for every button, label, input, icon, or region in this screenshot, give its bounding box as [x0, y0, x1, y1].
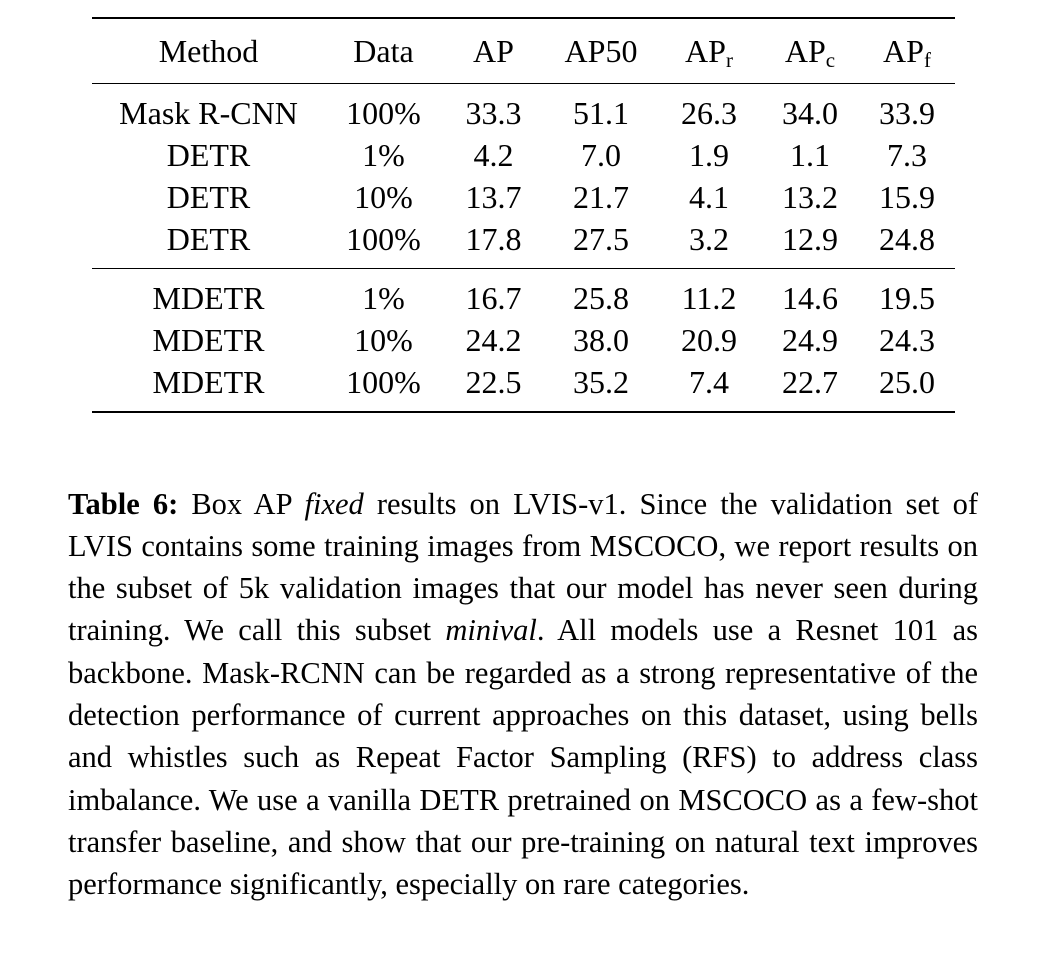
metric-cell: 26.3 — [681, 95, 737, 131]
metric-cell: 1.1 — [790, 137, 830, 173]
method-cell: MDETR — [152, 280, 265, 316]
metric-cell: 25.8 — [573, 280, 629, 316]
metric-cell: 25.0 — [879, 364, 935, 400]
metric-cell: 24.8 — [879, 221, 935, 257]
column-header: APf — [859, 18, 955, 84]
data-cell: 1% — [362, 280, 405, 316]
metric-cell: 27.5 — [573, 221, 629, 257]
metric-cell: 3.2 — [689, 221, 729, 257]
method-cell: MDETR — [152, 364, 265, 400]
metric-cell: 11.2 — [681, 280, 737, 316]
metric-cell: 4.2 — [473, 137, 514, 173]
caption-text-3: . All models use a Resnet 101 as backbon… — [68, 613, 979, 902]
column-header: Data — [325, 18, 442, 84]
method-cell: Mask R-CNN — [119, 95, 298, 131]
data-cell: 100% — [346, 364, 421, 400]
table-row: DETR 1% 4.2 7.0 1.9 1.1 7.3 — [92, 134, 955, 176]
caption-label: Table 6: — [68, 486, 179, 521]
table-group-mdetr: MDETR 1% 16.7 25.8 11.2 14.6 19.5 MDETR 10% 24.2 3… — [92, 268, 955, 412]
metric-cell: 7.3 — [887, 137, 927, 173]
metric-cell: 33.3 — [465, 95, 522, 131]
data-cell: 10% — [354, 322, 413, 358]
metric-cell: 33.9 — [879, 95, 935, 131]
column-header-text: Data — [353, 32, 414, 69]
column-header-subscript: f — [923, 47, 931, 72]
table-row: DETR 100% 17.8 27.5 3.2 12.9 24.8 — [92, 218, 955, 269]
metric-cell: 13.7 — [465, 179, 522, 215]
column-header: AP50 — [545, 18, 657, 84]
table-row: DETR 10% 13.7 21.7 4.1 13.2 15.9 — [92, 176, 955, 218]
column-header-text: AP50 — [564, 32, 638, 69]
column-header: AP — [442, 18, 545, 84]
caption-text-1: Box AP — [191, 486, 292, 521]
data-cell: 10% — [354, 179, 413, 215]
table-header-row: Method Data AP AP50 APr APc APf — [92, 18, 955, 84]
data-cell: 100% — [346, 221, 421, 257]
metric-cell: 20.9 — [681, 322, 737, 358]
metric-cell: 4.1 — [689, 179, 729, 215]
table-row: MDETR 100% 22.5 35.2 7.4 22.7 25.0 — [92, 361, 955, 412]
metric-cell: 16.7 — [465, 280, 522, 316]
metric-cell: 7.4 — [689, 364, 729, 400]
results-table-block: Method Data AP AP50 APr APc APf Mask R-CNN 100%… — [92, 17, 955, 413]
caption-text-2: results on LVIS-v1. Since the validation… — [68, 486, 979, 648]
column-header-subscript: r — [725, 47, 733, 72]
metric-cell: 12.9 — [782, 221, 838, 257]
method-cell: DETR — [166, 221, 251, 257]
column-header-text: AP — [883, 32, 924, 69]
data-cell: 1% — [362, 137, 405, 173]
results-table: Method Data AP AP50 APr APc APf Mask R-CNN 100%… — [92, 17, 955, 413]
column-header: APc — [761, 18, 859, 84]
metric-cell: 17.8 — [465, 221, 522, 257]
metric-cell: 14.6 — [782, 280, 838, 316]
metric-cell: 13.2 — [782, 179, 838, 215]
column-header-text: AP — [784, 32, 826, 69]
column-header: Method — [92, 18, 325, 84]
metric-cell: 35.2 — [573, 364, 629, 400]
metric-cell: 15.9 — [879, 179, 935, 215]
metric-cell: 38.0 — [573, 322, 629, 358]
metric-cell: 34.0 — [782, 95, 838, 131]
caption-emphasis-fixed: fixed — [304, 486, 364, 521]
metric-cell: 24.2 — [465, 322, 522, 358]
table-row: MDETR 1% 16.7 25.8 11.2 14.6 19.5 — [92, 269, 955, 320]
table-row: MDETR 10% 24.2 38.0 20.9 24.9 24.3 — [92, 319, 955, 361]
metric-cell: 19.5 — [879, 280, 935, 316]
caption-emphasis-minival: minival — [445, 613, 537, 648]
column-header: APr — [657, 18, 761, 84]
column-header-subscript: c — [825, 47, 836, 72]
metric-cell: 21.7 — [573, 179, 629, 215]
metric-cell: 51.1 — [573, 95, 629, 131]
column-header-text: AP — [685, 32, 726, 69]
metric-cell: 24.9 — [782, 322, 838, 358]
table-row: Mask R-CNN 100% 33.3 51.1 26.3 34.0 33.9 — [92, 84, 955, 135]
table-group-baselines: Mask R-CNN 100% 33.3 51.1 26.3 34.0 33.9 DETR 1%… — [92, 83, 955, 269]
column-header-text: AP — [473, 32, 514, 69]
metric-cell: 22.7 — [782, 364, 838, 400]
method-cell: MDETR — [152, 322, 265, 358]
method-cell: DETR — [166, 179, 251, 215]
metric-cell: 7.0 — [581, 137, 621, 173]
metric-cell: 22.5 — [465, 364, 522, 400]
data-cell: 100% — [346, 95, 421, 131]
table-caption: Table 6: Box AP fixed results on LVIS-v1… — [68, 483, 978, 906]
metric-cell: 1.9 — [689, 137, 729, 173]
metric-cell: 24.3 — [879, 322, 935, 358]
method-cell: DETR — [166, 137, 251, 173]
column-header-text: Method — [158, 32, 259, 69]
